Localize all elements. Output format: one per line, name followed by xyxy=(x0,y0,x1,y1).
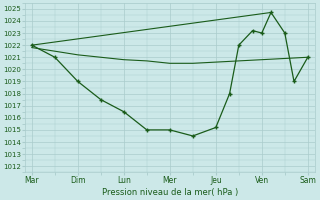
X-axis label: Pression niveau de la mer( hPa ): Pression niveau de la mer( hPa ) xyxy=(102,188,238,197)
